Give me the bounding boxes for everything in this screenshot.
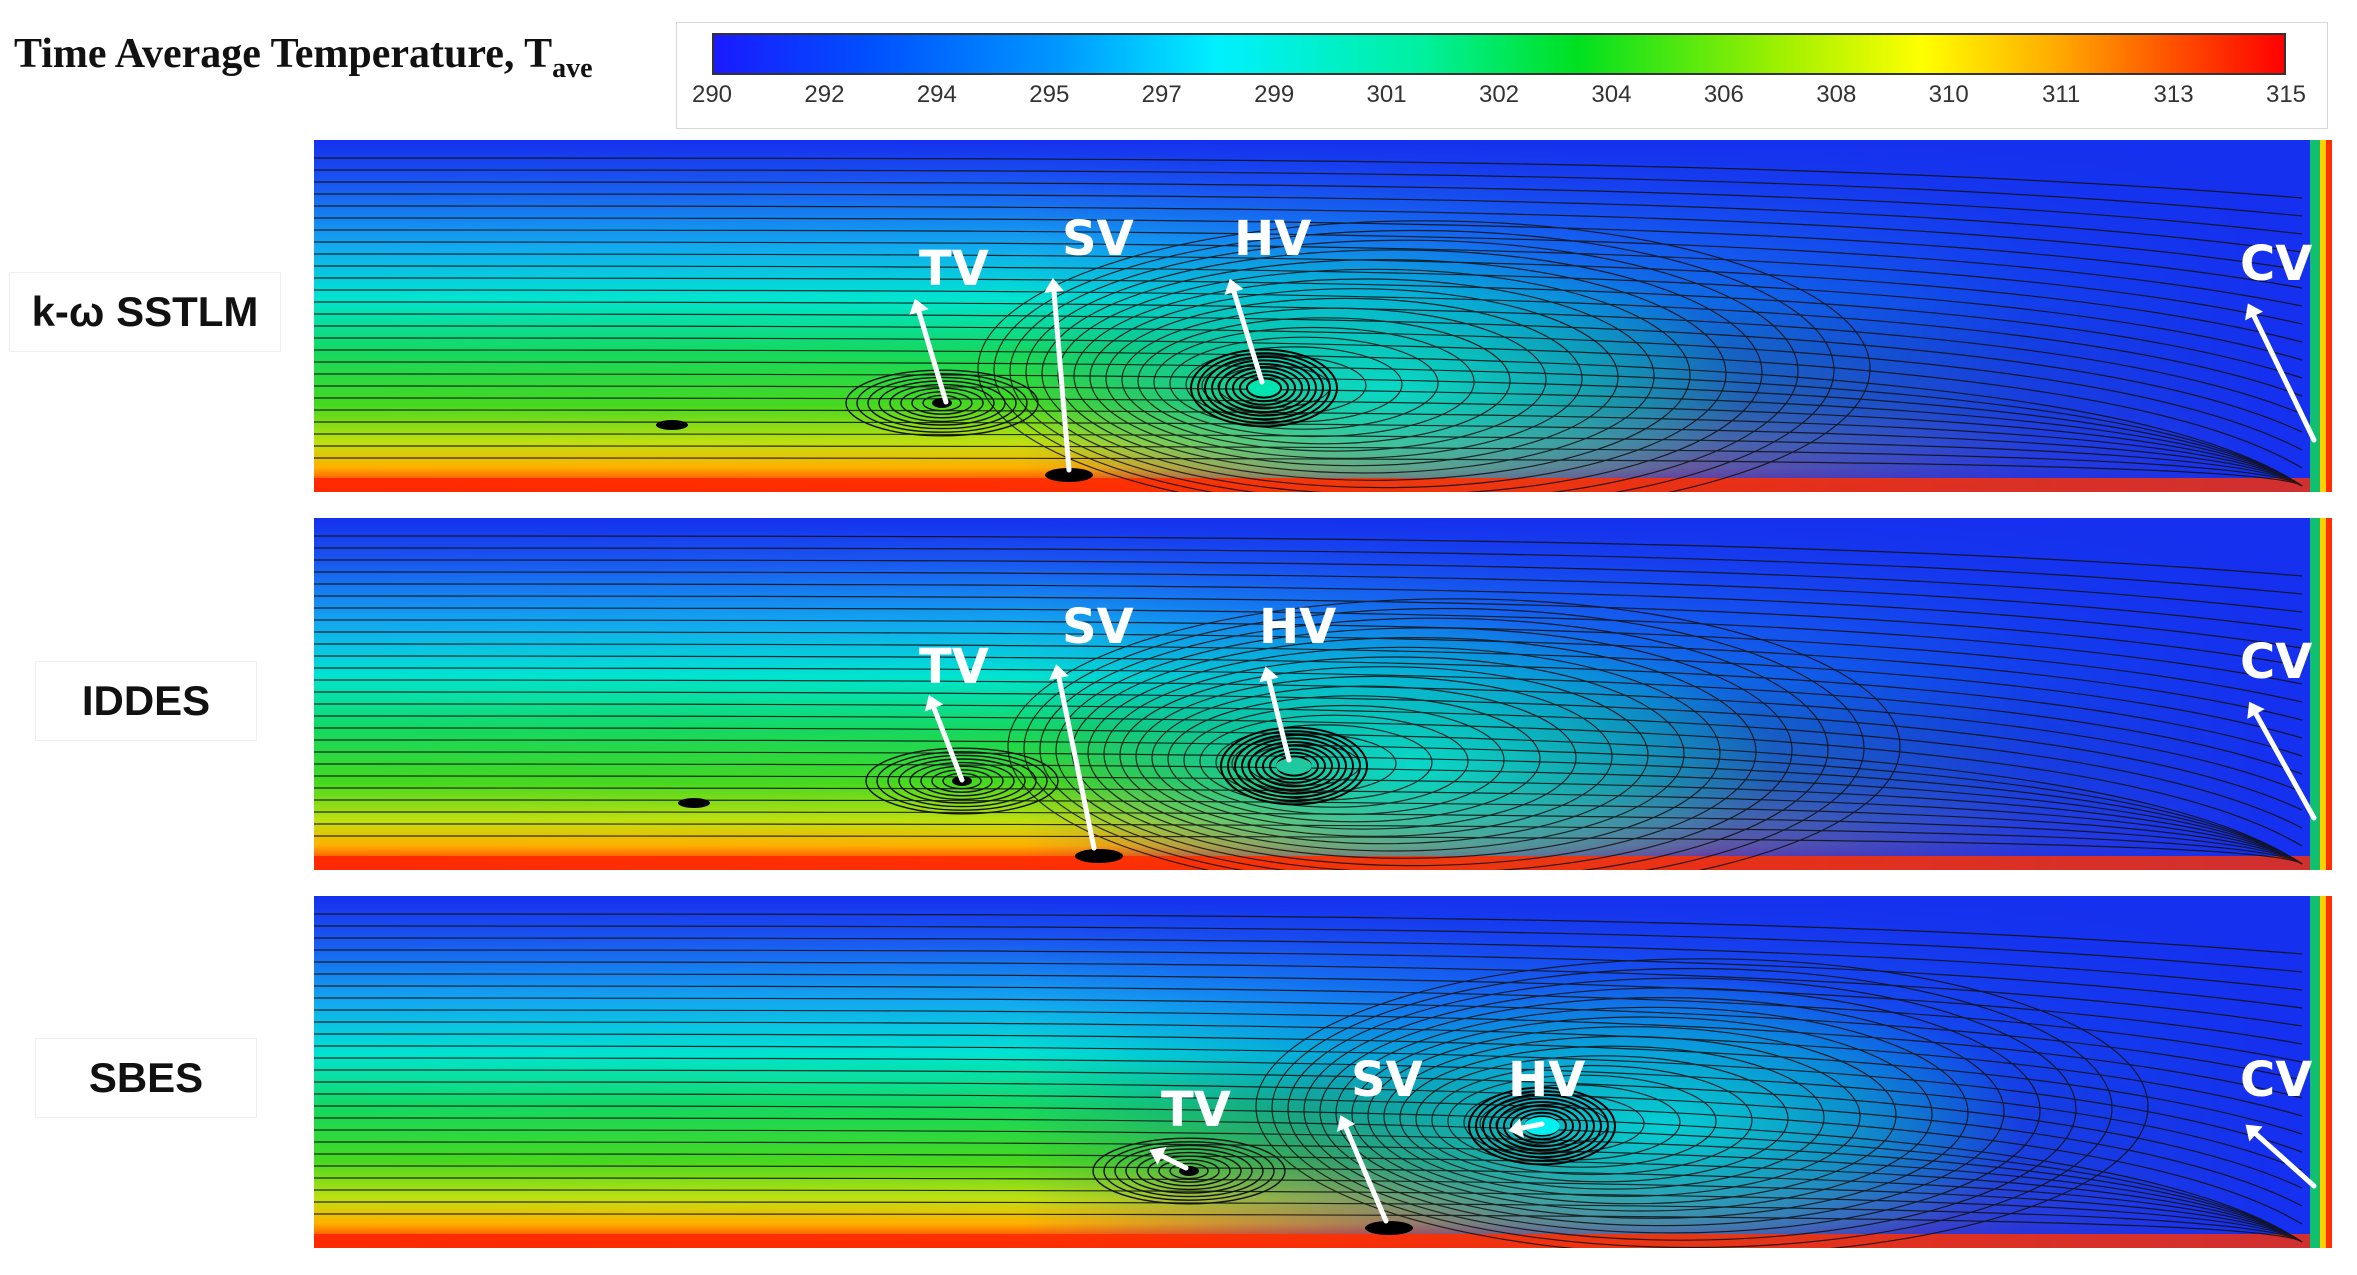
panel-label-sbes: SBES [36,1039,256,1117]
panel-label-iddes: IDDES [36,662,256,740]
colorbar-tick: 315 [2265,81,2307,108]
contour-plot: TV SV HV CV [314,140,2332,492]
vortex-label-cv: CV [2240,634,2312,690]
vortex-label-hv: HV [1259,599,1336,655]
vortex-arrow-hv [1259,666,1292,763]
panel-label-text: IDDES [81,677,211,724]
colorbar-tick: 290 [691,81,733,108]
colorbar-tick: 301 [1366,81,1407,108]
colorbar-tick: 302 [1478,81,1520,108]
colorbar: 290 292 294 295 297 299 301 302 304 306 … [676,22,2328,129]
vortex-label-tv: TV [919,241,989,297]
vortex-arrow-sv [1044,278,1072,473]
colorbar-title-text: Time Average Temperature, T [14,31,553,77]
colorbar-tick: 308 [1816,81,1857,108]
colorbar-tick: 311 [2042,81,2081,108]
vortex-arrow-hv [1224,278,1265,385]
vortex-label-hv: HV [1234,211,1311,267]
vortex-arrow-tv [1149,1147,1189,1171]
vortex-arrow-tv [909,298,949,405]
colorbar-tick: 297 [1141,81,1182,108]
colorbar-gradient [712,33,2286,75]
colorbar-tick: 292 [804,81,845,108]
colorbar-title: Time Average Temperature, Tave [14,30,654,85]
vortex-label-tv: TV [919,639,989,695]
panel-label-sstlm: k-ω SSTLM [10,273,280,351]
colorbar-tick: 294 [916,81,957,108]
vortex-arrow-tv [924,694,965,783]
colorbar-tick: 306 [1703,81,1744,108]
colorbar-tick: 304 [1591,81,1632,108]
vortex-arrow-cv [2245,1124,2317,1189]
vortex-arrow-sv [1336,1115,1389,1224]
vortex-label-sv: SV [1351,1052,1423,1108]
colorbar-ticks: 290 292 294 295 297 299 301 302 304 306 … [692,81,2306,115]
colorbar-tick: 299 [1254,81,1295,108]
colorbar-tick: 295 [1029,81,1070,108]
colorbar-tick: 310 [1928,81,1969,108]
vortex-label-cv: CV [2240,1052,2312,1108]
colorbar-title-subscript: ave [552,53,593,84]
vortex-arrow-hv [1508,1118,1545,1138]
contour-panel-iddes: TV SV HV CV [314,518,2332,870]
panel-label-text: k-ω SSTLM [31,288,259,335]
contour-panel-sbes: TV SV HV CV [314,896,2332,1248]
vortex-label-hv: HV [1508,1052,1585,1108]
vortex-label-tv: TV [1161,1082,1231,1138]
vortex-label-cv: CV [2240,236,2312,292]
contour-plot: TV SV HV CV [314,518,2332,870]
vortex-label-sv: SV [1062,599,1134,655]
panel-label-text: SBES [88,1054,204,1101]
contour-panel-sstlm: TV SV HV CV [314,140,2332,492]
contour-plot: TV SV HV CV [314,896,2332,1248]
vortex-label-sv: SV [1062,211,1134,267]
vortex-arrow-cv [2244,303,2317,443]
colorbar-tick: 313 [2153,81,2194,108]
vortex-arrow-sv [1049,664,1097,851]
vortex-arrow-cv [2247,701,2317,821]
